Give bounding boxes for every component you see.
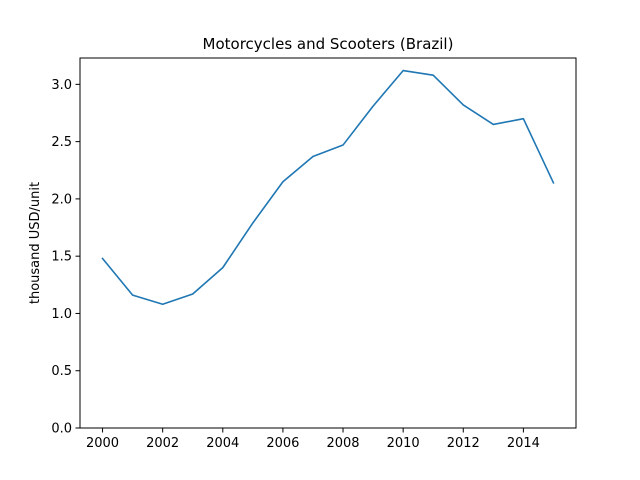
series-line-0	[101, 69, 555, 306]
chart-title: Motorcycles and Scooters (Brazil)	[203, 35, 454, 53]
series-group	[101, 69, 555, 306]
y-tick-label: 3.0	[51, 78, 72, 93]
y-tick-label: 2.0	[51, 192, 72, 207]
plot-area-frame	[79, 57, 577, 429]
y-tick-label: 0.0	[51, 422, 72, 437]
x-axis-ticks: 2000 2002 2004 2006 2008 2010 2012 2014	[86, 428, 540, 451]
x-tick-label: 2010	[387, 436, 420, 451]
x-tick-label: 2014	[507, 436, 540, 451]
y-tick-label: 0.5	[51, 364, 72, 379]
x-tick-label: 2012	[447, 436, 480, 451]
y-tick-label: 1.0	[51, 307, 72, 322]
x-tick-label: 2000	[86, 436, 119, 451]
x-tick-label: 2006	[266, 436, 299, 451]
y-tick-label: 1.5	[51, 250, 72, 265]
x-tick-label: 2008	[326, 436, 359, 451]
y-tick-label: 2.5	[51, 135, 72, 150]
y-axis-label: thousand USD/unit	[28, 182, 43, 304]
y-axis-ticks: 0.0 0.5 1.0 1.5 2.0 2.5 3.0	[51, 78, 80, 437]
x-tick-label: 2004	[206, 436, 239, 451]
x-tick-label: 2002	[146, 436, 179, 451]
